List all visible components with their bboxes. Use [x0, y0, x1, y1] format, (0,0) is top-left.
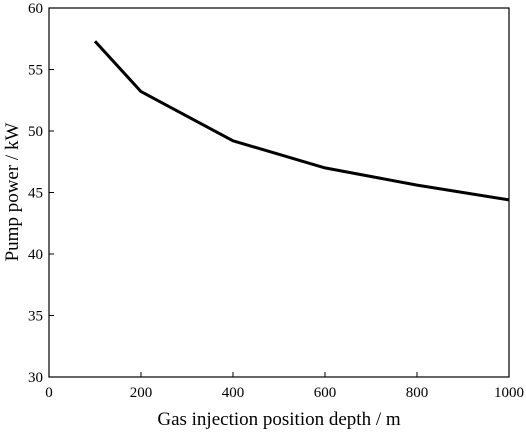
y-tick-label: 35: [28, 309, 43, 325]
y-tick-label: 60: [28, 1, 43, 17]
y-tick-label: 30: [28, 370, 43, 386]
x-tick-label: 600: [314, 385, 337, 401]
x-tick-label: 800: [406, 385, 429, 401]
y-tick-label: 50: [28, 124, 43, 140]
y-tick-label: 40: [28, 247, 43, 263]
y-axis-label: Pump power / kW: [2, 123, 23, 262]
y-axis-ticks: 30 35 40 45 50 55 60: [28, 1, 54, 386]
y-tick-label: 55: [28, 63, 43, 79]
x-tick-label: 0: [45, 385, 53, 401]
series-line: [93, 40, 510, 202]
x-tick-label: 400: [222, 385, 245, 401]
x-tick-label: 1000: [494, 385, 524, 401]
x-axis-label: Gas injection position depth / m: [157, 409, 401, 430]
x-axis-ticks: 0 200 400 600 800 1000: [45, 372, 524, 401]
x-tick-label: 200: [130, 385, 153, 401]
series-layer: [93, 40, 510, 202]
y-tick-label: 45: [28, 186, 43, 202]
plot-area-frame: [48, 7, 510, 378]
